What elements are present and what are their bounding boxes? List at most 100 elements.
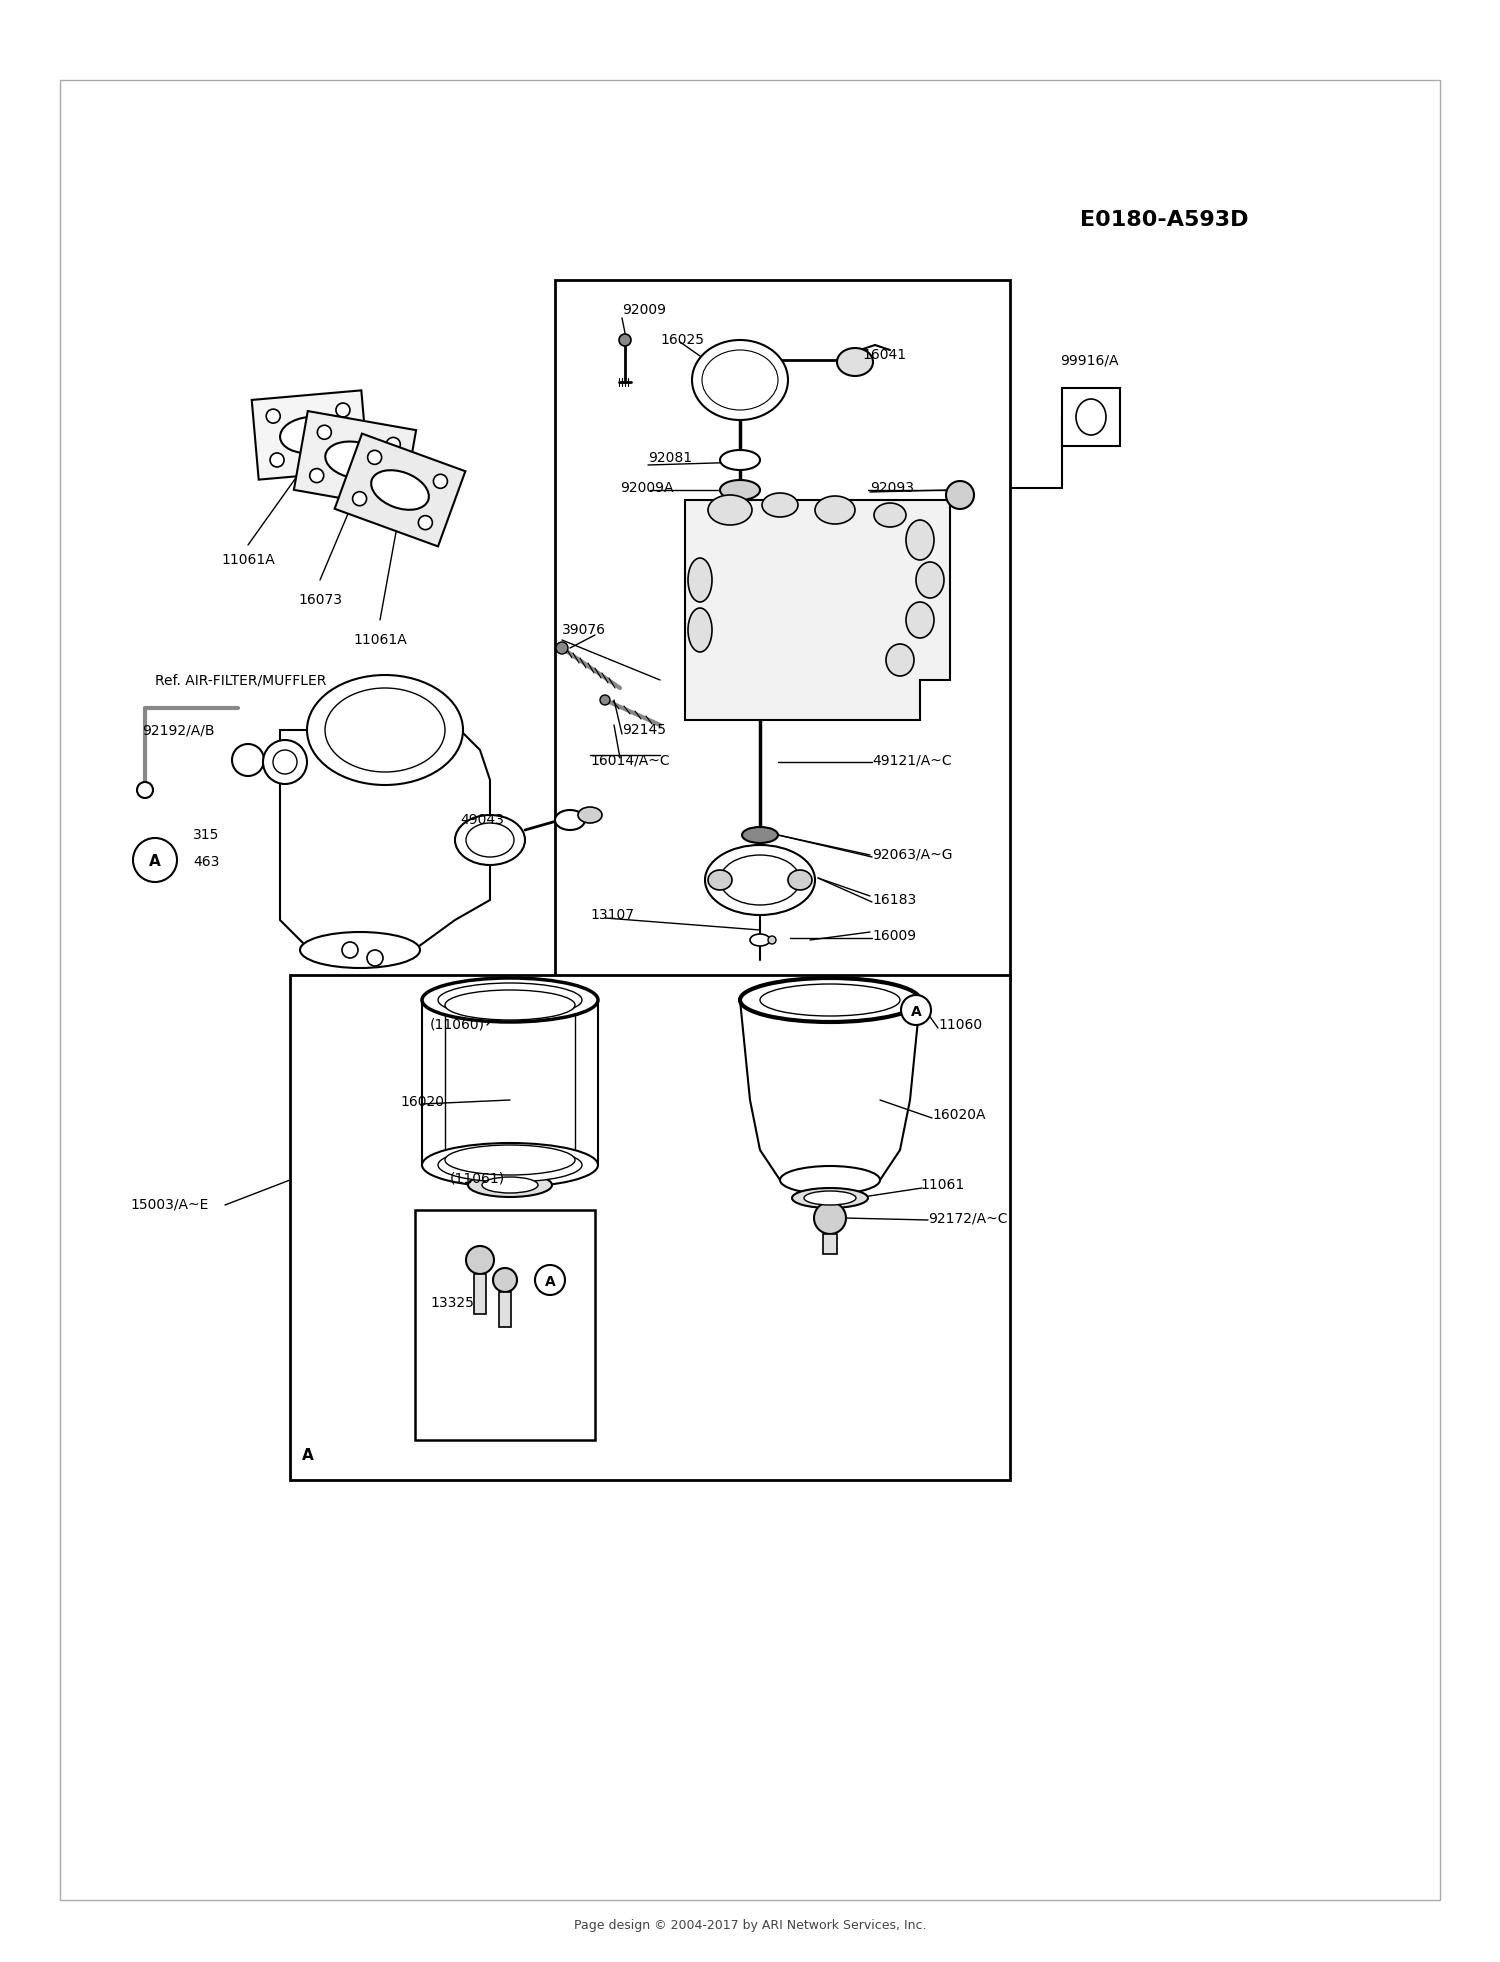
Ellipse shape <box>886 644 914 677</box>
Text: 92093: 92093 <box>870 481 913 494</box>
Ellipse shape <box>804 1191 856 1205</box>
Text: 463: 463 <box>194 855 219 869</box>
Text: 13325: 13325 <box>430 1297 474 1311</box>
Circle shape <box>433 475 447 489</box>
Ellipse shape <box>578 806 602 822</box>
Text: 92063/A~G: 92063/A~G <box>871 848 952 861</box>
Ellipse shape <box>300 932 420 967</box>
Circle shape <box>387 438 400 451</box>
Polygon shape <box>280 730 490 959</box>
Polygon shape <box>294 412 416 508</box>
Bar <box>290 975 1010 1479</box>
Ellipse shape <box>815 496 855 524</box>
Text: 16025: 16025 <box>660 334 704 347</box>
Text: A: A <box>544 1275 555 1289</box>
Circle shape <box>342 942 358 957</box>
Text: ARI: ARI <box>458 832 1042 1128</box>
Bar <box>555 281 1010 979</box>
Ellipse shape <box>326 441 384 479</box>
Ellipse shape <box>705 846 815 914</box>
Ellipse shape <box>874 502 906 528</box>
Text: 16014/A~C: 16014/A~C <box>590 753 669 767</box>
Circle shape <box>270 453 284 467</box>
Ellipse shape <box>692 339 788 420</box>
Text: 16041: 16041 <box>862 347 906 363</box>
Ellipse shape <box>466 822 514 857</box>
Circle shape <box>136 783 153 799</box>
Bar <box>824 1234 837 1254</box>
Ellipse shape <box>446 1146 574 1175</box>
Ellipse shape <box>760 985 900 1016</box>
Ellipse shape <box>906 520 934 559</box>
Ellipse shape <box>750 934 770 946</box>
Circle shape <box>352 492 366 506</box>
Ellipse shape <box>422 1144 598 1187</box>
Ellipse shape <box>708 869 732 891</box>
Text: A: A <box>302 1448 313 1462</box>
Text: 16073: 16073 <box>298 593 342 606</box>
Text: 11061: 11061 <box>920 1177 964 1193</box>
Ellipse shape <box>780 1165 880 1195</box>
Polygon shape <box>252 390 369 479</box>
Ellipse shape <box>720 449 760 471</box>
Ellipse shape <box>702 349 778 410</box>
Ellipse shape <box>708 494 752 526</box>
Ellipse shape <box>454 814 525 865</box>
Ellipse shape <box>916 561 944 598</box>
Ellipse shape <box>742 828 778 844</box>
Ellipse shape <box>422 977 598 1022</box>
Ellipse shape <box>837 347 873 377</box>
Circle shape <box>600 695 610 704</box>
Circle shape <box>368 950 382 965</box>
Ellipse shape <box>688 608 712 651</box>
Text: 13107: 13107 <box>590 908 634 922</box>
Ellipse shape <box>1076 398 1106 436</box>
Ellipse shape <box>688 557 712 602</box>
Text: E0180-A593D: E0180-A593D <box>1080 210 1248 230</box>
Bar <box>1062 388 1120 445</box>
Bar <box>500 1293 512 1326</box>
Text: 11061A: 11061A <box>220 553 274 567</box>
Circle shape <box>336 402 350 418</box>
Ellipse shape <box>446 991 574 1020</box>
Ellipse shape <box>906 602 934 638</box>
Text: 315: 315 <box>194 828 219 842</box>
Text: 99916/A: 99916/A <box>1060 353 1119 367</box>
Ellipse shape <box>946 481 974 508</box>
Ellipse shape <box>466 1246 494 1273</box>
Text: A: A <box>148 855 160 869</box>
Circle shape <box>536 1265 566 1295</box>
Circle shape <box>768 936 776 944</box>
Ellipse shape <box>788 869 812 891</box>
Ellipse shape <box>482 1177 538 1193</box>
Text: (11060): (11060) <box>430 1018 484 1032</box>
Ellipse shape <box>762 492 798 518</box>
Text: 16020A: 16020A <box>932 1109 986 1122</box>
Text: 92145: 92145 <box>622 724 666 738</box>
Text: 92009: 92009 <box>622 302 666 318</box>
Text: Page design © 2004-2017 by ARI Network Services, Inc.: Page design © 2004-2017 by ARI Network S… <box>573 1919 926 1931</box>
Circle shape <box>620 334 632 345</box>
Text: 92081: 92081 <box>648 451 692 465</box>
Circle shape <box>368 451 381 465</box>
Ellipse shape <box>555 810 585 830</box>
Ellipse shape <box>740 977 920 1022</box>
Circle shape <box>419 516 432 530</box>
Ellipse shape <box>720 855 800 904</box>
Ellipse shape <box>370 471 429 510</box>
Ellipse shape <box>273 749 297 773</box>
Circle shape <box>902 995 932 1024</box>
Ellipse shape <box>308 675 464 785</box>
Circle shape <box>318 426 332 439</box>
Text: A: A <box>910 1005 921 1018</box>
Circle shape <box>556 642 568 653</box>
Ellipse shape <box>792 1189 868 1209</box>
Circle shape <box>134 838 177 883</box>
Text: 16183: 16183 <box>871 893 916 906</box>
Text: 11060: 11060 <box>938 1018 982 1032</box>
Text: 92192/A/B: 92192/A/B <box>142 724 214 738</box>
Circle shape <box>309 469 324 483</box>
Ellipse shape <box>232 744 264 777</box>
Ellipse shape <box>438 1148 582 1181</box>
Text: 15003/A~E: 15003/A~E <box>130 1199 209 1213</box>
